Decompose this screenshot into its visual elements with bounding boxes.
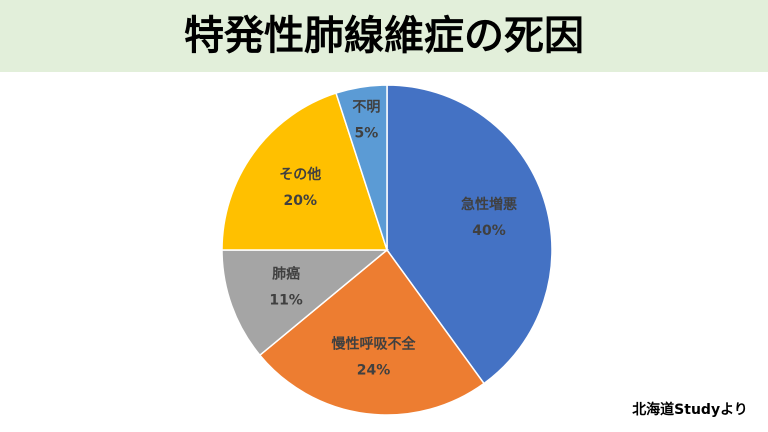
source-note: 北海道Studyより (632, 401, 748, 418)
slice-category-label: 急性増悪 (461, 196, 517, 213)
slice-category-label: 不明 (352, 100, 380, 116)
slice-value-label: 20% (283, 193, 317, 209)
pie-slice (335, 84, 388, 251)
slice-category-label: 肺癌 (272, 265, 300, 282)
slice-category-label: その他 (279, 166, 321, 183)
pie-slice (221, 92, 389, 251)
slice-value-label: 5% (354, 126, 378, 142)
pie-slice (221, 249, 390, 357)
chart-title: 特発性肺線維症の死因 (184, 13, 584, 59)
slice-value-label: 24% (357, 362, 391, 378)
slice-category-label: 慢性呼吸不全 (332, 335, 417, 352)
pie-slice (386, 84, 553, 385)
slice-value-label: 11% (269, 292, 303, 308)
title-banner (0, 0, 768, 72)
pie-slice (258, 248, 486, 416)
slice-value-label: 40% (472, 223, 506, 239)
